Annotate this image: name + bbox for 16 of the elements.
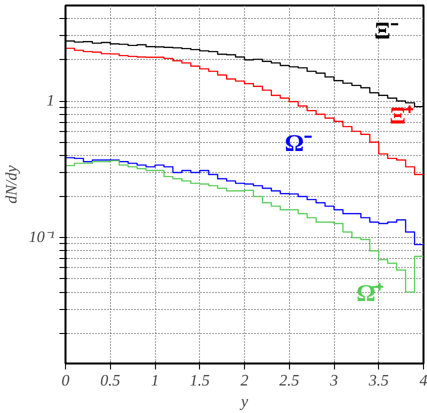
series-label: Ω⁻: [284, 130, 312, 157]
x-tick-label: 0: [62, 372, 70, 390]
series-label: Ξ̄⁺: [389, 103, 414, 130]
x-tick-label: 2.5: [279, 372, 300, 390]
series-label: Ω̄⁺: [356, 281, 384, 308]
x-tick-label: 1: [151, 372, 159, 390]
y-axis-title: dN/dy: [4, 164, 21, 204]
x-tick-label: 0.5: [100, 372, 120, 390]
x-tick-label: 4: [420, 372, 427, 390]
x-tick-label: 3.5: [368, 372, 389, 390]
series-label: Ξ⁻: [374, 18, 399, 44]
y-tick-label: 10⁻¹: [28, 229, 55, 246]
x-axis-title: y: [238, 394, 249, 410]
x-tick-label: 3: [329, 372, 338, 390]
x-tick-label: 1.5: [190, 372, 210, 390]
x-tick-label: 2: [240, 372, 248, 390]
